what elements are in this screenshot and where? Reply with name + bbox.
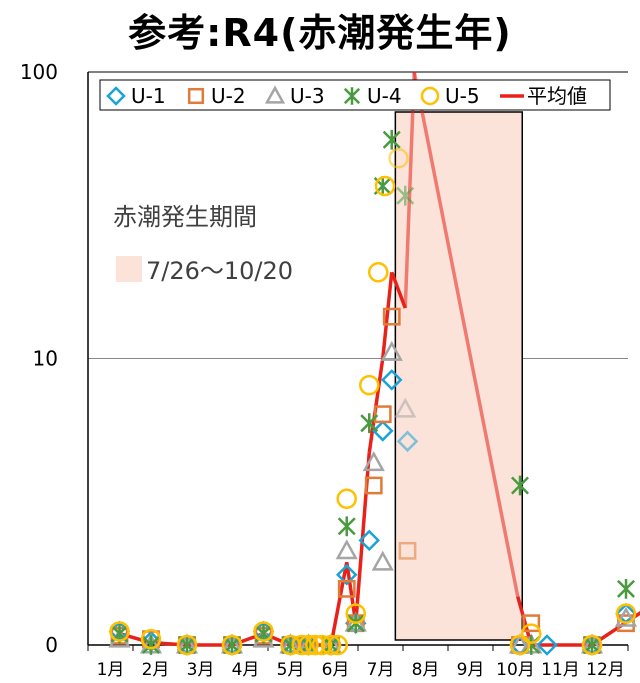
data-point — [335, 539, 358, 560]
x-tick-label: 5月 — [277, 660, 305, 680]
data-point — [337, 516, 356, 537]
data-point — [617, 578, 635, 599]
data-point — [178, 635, 196, 655]
x-tick-label: 6月 — [322, 660, 350, 680]
y-tick-label: 100 — [20, 60, 58, 84]
legend-label: 平均値 — [527, 84, 587, 108]
y-tick-label: 10 — [33, 347, 58, 371]
series-layer — [108, 71, 640, 656]
legend-swatch — [264, 85, 286, 104]
data-point — [521, 623, 542, 644]
x-tick-label: 2月 — [142, 660, 170, 680]
data-point — [364, 476, 383, 495]
x-tick-label: 12月 — [586, 660, 625, 680]
data-point — [358, 529, 381, 552]
red-tide-period-band — [394, 111, 524, 641]
data-point — [311, 634, 333, 656]
data-point — [298, 634, 319, 656]
legend-swatch — [343, 87, 361, 105]
axes — [87, 71, 629, 651]
legend: U-1 U-2 U-3 U-4 U-5 平均値 — [99, 79, 611, 111]
chart-title: 参考:R4(赤潮発生年) — [128, 11, 512, 55]
data-point — [373, 405, 392, 424]
mean-line-segment — [390, 271, 407, 309]
legend-box — [99, 79, 611, 111]
period-range: 7/26〜10/20 — [146, 257, 293, 285]
data-point — [371, 550, 394, 571]
data-point — [359, 374, 380, 396]
data-point — [536, 634, 558, 656]
data-point — [360, 413, 379, 434]
data-point — [142, 635, 160, 655]
x-tick-label: 7月 — [367, 660, 395, 680]
data-point — [140, 628, 162, 650]
data-point — [509, 634, 531, 656]
x-tick-label: 10月 — [496, 660, 535, 680]
data-point — [109, 621, 130, 642]
period-annotation: 赤潮発生期間 7/26〜10/20 — [113, 203, 293, 285]
x-tick-labels: 1月 2月 3月 4月 5月 6月 7月 8月 9月 10月 11月 12月 — [97, 660, 625, 680]
data-point — [253, 621, 274, 642]
period-label: 赤潮発生期間 — [113, 203, 257, 231]
period-swatch — [116, 256, 142, 282]
mean-line-segment — [329, 561, 349, 646]
data-point — [396, 185, 415, 206]
x-tick-label: 11月 — [541, 660, 580, 680]
data-point — [335, 564, 358, 586]
x-tick-label: 4月 — [232, 660, 260, 680]
legend-label: U-1 — [131, 84, 166, 108]
data-point — [583, 635, 601, 655]
data-point — [614, 606, 638, 627]
data-point — [336, 488, 357, 510]
data-point — [511, 475, 529, 496]
data-point — [371, 420, 394, 442]
data-point — [374, 175, 396, 197]
legend-label: U-5 — [445, 84, 480, 108]
x-tick-label: 1月 — [97, 660, 125, 680]
data-point — [223, 635, 241, 655]
series-u-2 — [110, 307, 635, 654]
data-point — [176, 634, 198, 656]
x-tick-label: 3月 — [187, 660, 215, 680]
data-point — [388, 147, 409, 169]
mean-line-segment — [412, 71, 520, 597]
data-point — [345, 603, 366, 624]
data-point — [522, 614, 541, 633]
data-point — [327, 634, 348, 656]
data-point — [305, 634, 326, 656]
legend-swatch — [187, 87, 205, 105]
mean-line-segment — [345, 561, 358, 624]
data-point — [380, 369, 403, 391]
data-point — [382, 307, 401, 326]
data-point — [380, 340, 403, 361]
mean-line-segment — [381, 272, 394, 359]
data-point — [615, 603, 637, 624]
legend-swatch — [106, 86, 126, 106]
data-point — [320, 634, 342, 656]
y-tick-labels: 0 10 100 — [20, 60, 58, 657]
data-point — [382, 129, 401, 150]
data-point — [337, 579, 356, 598]
legend-label: U-2 — [211, 84, 246, 108]
data-point — [508, 633, 532, 654]
legend-label: U-3 — [290, 84, 325, 108]
data-point — [291, 634, 312, 656]
y-tick-label: 0 — [45, 633, 58, 657]
data-point — [368, 262, 389, 283]
data-point — [581, 634, 603, 656]
series-u-3 — [108, 340, 638, 654]
data-point — [362, 451, 385, 472]
data-point — [394, 397, 417, 418]
x-tick-label: 8月 — [412, 660, 440, 680]
legend-swatch — [420, 86, 440, 106]
data-point — [396, 430, 419, 453]
data-point — [221, 634, 243, 656]
series-u-5 — [109, 147, 637, 656]
data-point — [398, 541, 417, 560]
legend-label: U-4 — [367, 84, 402, 108]
x-tick-label: 9月 — [457, 660, 485, 680]
